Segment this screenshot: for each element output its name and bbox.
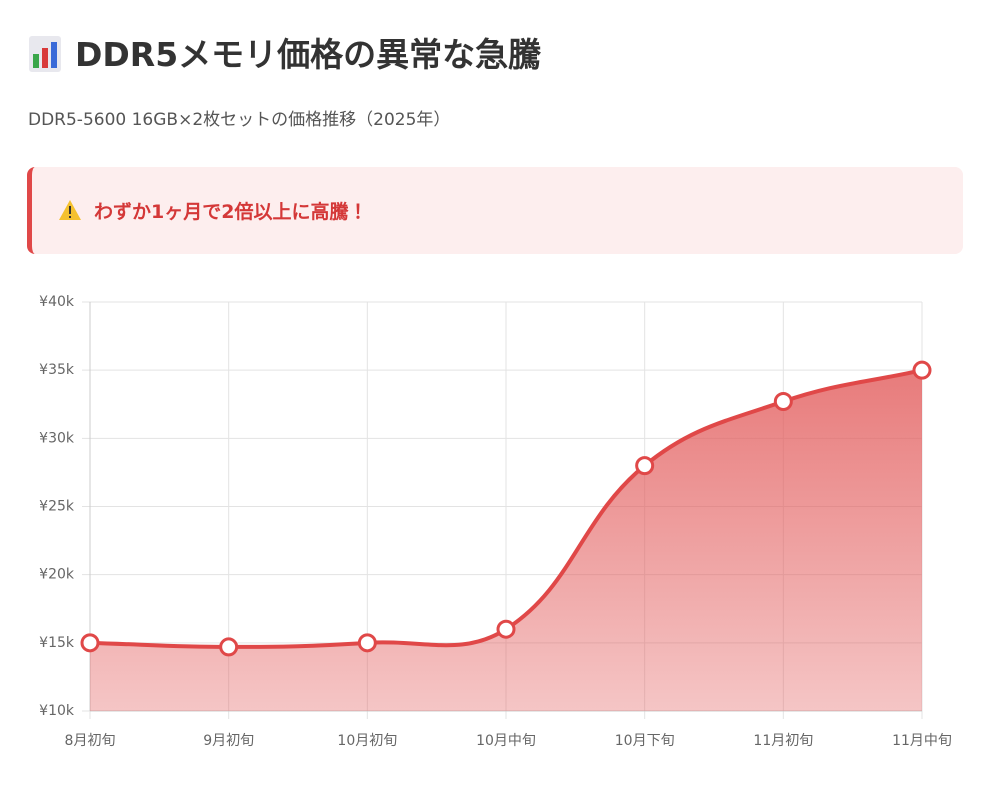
title-icon (29, 36, 61, 72)
point (912, 360, 932, 380)
point (80, 633, 100, 653)
x-tick-label: 11月中旬 (892, 733, 952, 749)
y-tick-label: ¥35k (39, 362, 75, 378)
point (496, 619, 516, 639)
warning-icon (59, 200, 81, 220)
x-tick-label: 10月初旬 (337, 733, 397, 749)
x-tick-label: 9月初旬 (203, 733, 254, 749)
y-tick-label: ¥10k (39, 703, 75, 719)
alert-box: わずか1ヶ月で2倍以上に高騰！ (27, 167, 963, 254)
alert-text: わずか1ヶ月で2倍以上に高騰！ (94, 201, 368, 223)
point (357, 633, 377, 653)
x-tick-label: 8月初旬 (65, 733, 116, 749)
y-tick-label: ¥40k (39, 294, 75, 310)
subtitle: DDR5-5600 16GB×2枚セットの価格推移（2025年） (28, 110, 451, 130)
y-tick-label: ¥25k (39, 499, 75, 515)
x-tick-label: 10月中旬 (476, 733, 536, 749)
y-tick-label: ¥30k (39, 430, 75, 446)
point (773, 392, 793, 412)
area (90, 370, 922, 711)
x-tick-label: 11月初旬 (753, 733, 813, 749)
chart: ¥10k ¥15k ¥20k ¥25k ¥30k ¥35k ¥40k 8月初旬 9月初旬 10月初… (39, 294, 952, 749)
page-title: DDR5メモリ価格の異常な急騰 (75, 35, 542, 74)
y-tick-label: ¥20k (39, 567, 75, 583)
x-tick-label: 10月下旬 (615, 733, 675, 749)
point (635, 456, 655, 476)
point (219, 637, 239, 657)
y-tick-label: ¥15k (39, 635, 75, 651)
